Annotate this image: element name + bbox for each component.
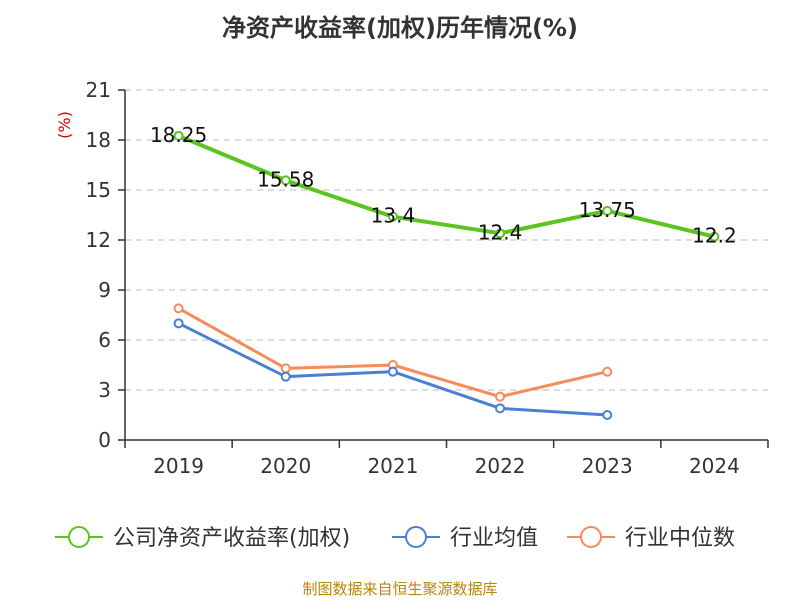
data-point xyxy=(173,303,184,314)
data-point xyxy=(173,318,184,329)
data-label: 13.75 xyxy=(579,198,636,222)
data-point xyxy=(602,366,613,377)
y-axis-unit-label: (%) xyxy=(55,111,74,139)
data-point xyxy=(602,205,613,216)
legend-label: 行业均值 xyxy=(450,526,538,551)
y-tick-label: 9 xyxy=(98,278,111,302)
data-point xyxy=(173,130,184,141)
data-label: 18.25 xyxy=(150,123,207,147)
data-label: 12.4 xyxy=(478,220,523,244)
y-tick-label: 21 xyxy=(86,78,111,102)
y-tick-label: 6 xyxy=(98,328,111,352)
x-tick-label: 2023 xyxy=(582,454,633,478)
data-label: 15.58 xyxy=(257,167,314,191)
data-point xyxy=(280,371,291,382)
legend-marker xyxy=(580,526,602,548)
data-point xyxy=(709,231,720,242)
chart-title: 净资产收益率(加权)历年情况(%) xyxy=(222,14,578,42)
data-point xyxy=(495,228,506,239)
data-point xyxy=(280,175,291,186)
data-point xyxy=(280,363,291,374)
legend-marker xyxy=(405,526,427,548)
source-note: 制图数据来自恒生聚源数据库 xyxy=(302,580,498,598)
data-point xyxy=(387,211,398,222)
y-tick-label: 18 xyxy=(86,128,111,152)
data-label: 12.2 xyxy=(692,224,737,248)
series-line xyxy=(177,133,715,239)
y-tick-label: 15 xyxy=(86,178,111,202)
legend-marker xyxy=(68,526,90,548)
x-tick-label: 2022 xyxy=(475,454,526,478)
x-tick-label: 2024 xyxy=(689,454,740,478)
y-tick-label: 12 xyxy=(86,228,111,252)
legend-label: 公司净资产收益率(加权) xyxy=(113,526,350,551)
y-tick-label: 3 xyxy=(98,378,111,402)
legend-label: 行业中位数 xyxy=(625,526,735,551)
data-point xyxy=(495,403,506,414)
y-tick-label: 0 xyxy=(98,428,111,452)
data-point xyxy=(495,391,506,402)
x-tick-label: 2019 xyxy=(153,454,204,478)
data-point xyxy=(602,410,613,420)
data-point xyxy=(387,366,398,377)
x-tick-label: 2021 xyxy=(367,454,418,478)
x-tick-label: 2020 xyxy=(260,454,311,478)
data-label: 13.4 xyxy=(371,204,416,228)
series-line xyxy=(177,307,608,399)
